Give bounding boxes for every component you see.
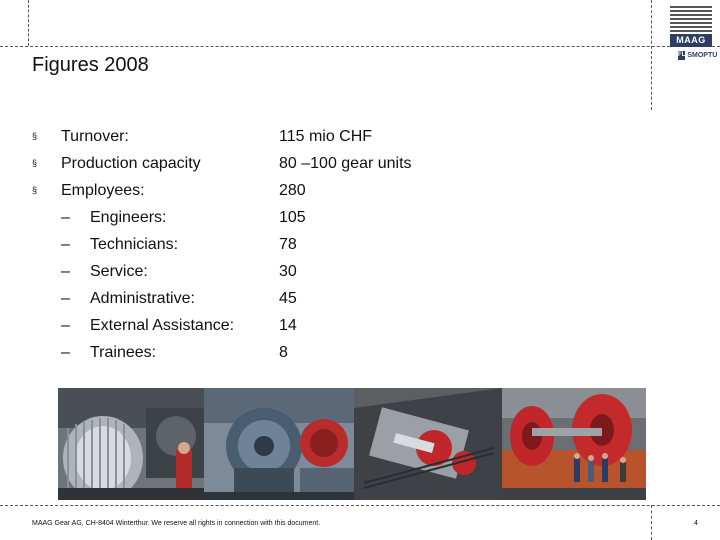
left-guide-top [28, 0, 29, 46]
list-item-label: Employees: [61, 182, 145, 199]
sub-bullet-icon: – [61, 344, 70, 361]
list-item-value: 8 [279, 344, 288, 361]
bottom-divider [0, 505, 720, 506]
list-item-value: 14 [279, 317, 297, 334]
list-item-label: Engineers: [90, 209, 167, 226]
list-item-label: Trainees: [90, 344, 157, 361]
logo-mark: FL [678, 51, 686, 60]
gear-shaft-photo [58, 388, 204, 500]
list-item-value: 280 [279, 182, 306, 199]
sub-bullet-icon: – [61, 317, 70, 334]
maag-logo: MAAG FL SMOPTU [670, 6, 717, 68]
sub-bullet-icon: – [61, 209, 70, 226]
top-divider [0, 46, 720, 47]
page-number: 4 [694, 520, 698, 527]
bullet-icon: § [32, 131, 38, 141]
list-item-label: Turnover: [61, 128, 129, 145]
list-item-label: Administrative: [90, 290, 195, 307]
list-item-label: Production capacity [61, 155, 201, 172]
list-item-value: 45 [279, 290, 297, 307]
list-item-value: 105 [279, 209, 306, 226]
sub-bullet-icon: – [61, 263, 70, 280]
slide-title: Figures 2008 [32, 54, 149, 76]
large-red-gears-photo [502, 388, 646, 500]
logo-wordmark: MAAG [670, 34, 712, 47]
bullet-icon: § [32, 158, 38, 168]
red-gearbox-internals-photo [354, 388, 502, 500]
gearbox-assembly-photo [204, 388, 354, 500]
list-item-value: 80 –100 gear units [279, 155, 412, 172]
list-item-label: Technicians: [90, 236, 179, 253]
list-item-label: Service: [90, 263, 148, 280]
list-item-value: 115 mio CHF [279, 128, 373, 145]
photo-strip [58, 388, 646, 500]
footer-text: MAAG Gear AG, CH-8404 Winterthur. We res… [32, 520, 321, 527]
sub-bullet-icon: – [61, 236, 70, 253]
right-guide-top [651, 0, 652, 110]
logo-subbrand: SMOPTU [687, 52, 718, 59]
list-item-label: External Assistance: [90, 317, 235, 334]
list-item-value: 30 [279, 263, 297, 280]
list-item-value: 78 [279, 236, 297, 253]
right-guide-bottom [651, 505, 652, 540]
bullet-icon: § [32, 185, 38, 195]
sub-bullet-icon: – [61, 290, 70, 307]
